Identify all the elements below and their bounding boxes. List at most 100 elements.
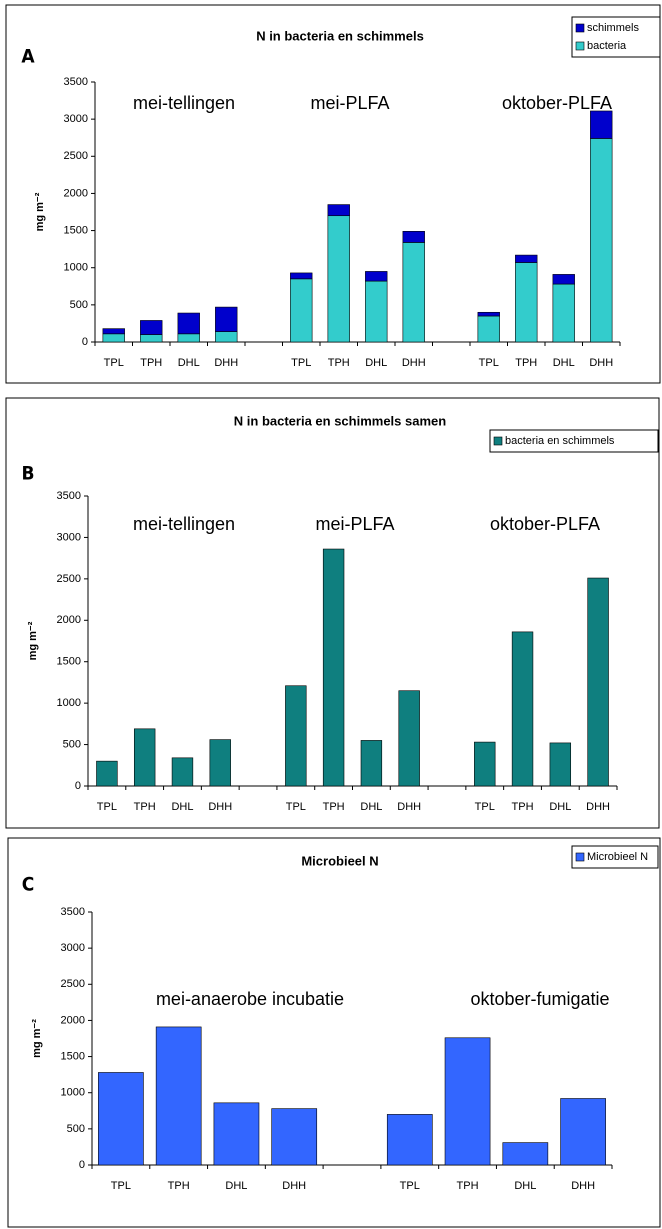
bar [209,739,231,787]
y-tick-label: 500 [67,1123,85,1135]
x-tick-label: TPL [475,801,495,813]
bar [102,333,125,343]
y-tick-label: 1000 [57,697,81,709]
x-tick-label: TPL [111,1180,131,1192]
x-tick-label: TPH [323,801,345,813]
legend-box [489,429,659,453]
x-tick-label: DHL [360,801,382,813]
bar [552,274,575,285]
panel-label: B [21,463,34,485]
x-tick-label: DHL [171,801,193,813]
y-tick-label: 2500 [64,150,88,162]
panel-border [7,837,661,1228]
bar [365,271,388,282]
bar [285,685,307,787]
chart-title: N in bacteria en schimmels [256,28,424,43]
panel-border [5,4,661,384]
y-tick-label: 500 [63,738,81,750]
bar [502,1142,549,1166]
bar [474,741,496,787]
legend-label: bacteria [587,40,627,52]
annotation: mei-tellingen [133,514,235,534]
y-tick-label: 0 [82,336,88,348]
bar [140,320,163,335]
x-tick-label: DHH [282,1180,306,1192]
x-tick-label: TPH [140,357,162,369]
y-tick-label: 3500 [64,76,88,88]
y-tick-label: 2500 [57,573,81,585]
x-tick-label: DHH [402,357,426,369]
bar [322,548,345,787]
y-tick-label: 3000 [57,531,81,543]
legend-label: Microbieel N [587,851,648,863]
bar [171,757,194,787]
x-tick-label: DHH [214,357,238,369]
bar [590,110,613,139]
y-tick-label: 3000 [61,942,85,954]
x-tick-label: TPL [104,357,124,369]
bar [402,231,425,243]
y-axis-label: mg m⁻² [34,192,46,231]
bar [511,631,534,787]
bar [177,333,200,343]
y-tick-label: 2000 [61,1014,85,1026]
bar [360,740,383,787]
y-axis-label: mg m⁻² [27,621,39,660]
x-tick-label: DHL [549,801,571,813]
bar [365,280,388,343]
legend-label: bacteria en schimmels [505,435,615,447]
bar [552,283,575,343]
legend-swatch [575,852,585,862]
bar [215,306,238,332]
bar [515,262,538,343]
bar [133,728,156,787]
legend-swatch [493,436,503,446]
bar [96,760,118,787]
x-tick-label: TPH [328,357,350,369]
bar [177,312,200,335]
bar [477,311,500,317]
x-tick-label: TPL [291,357,311,369]
legend-box [571,16,661,58]
bar [215,331,238,343]
x-tick-label: TPL [97,801,117,813]
bar [155,1026,202,1166]
legend-box [571,845,659,869]
bar [515,254,538,263]
chart-title: Microbieel N [301,853,378,868]
bar [402,242,425,343]
x-tick-label: TPL [479,357,499,369]
panel-label: C [22,874,35,896]
annotation: oktober-PLFA [490,514,600,534]
bar [271,1108,318,1166]
chart-title: N in bacteria en schimmels samen [234,413,446,428]
y-tick-label: 1500 [57,656,81,668]
y-axis-label: mg m⁻² [31,1019,43,1058]
x-tick-label: DHL [514,1180,536,1192]
bar [327,204,350,217]
y-tick-label: 1000 [61,1087,85,1099]
x-tick-label: TPH [134,801,156,813]
annotation: mei-anaerobe incubatie [156,989,344,1009]
bar [213,1102,260,1166]
bar [327,215,350,343]
x-tick-label: DHH [571,1180,595,1192]
y-tick-label: 0 [75,780,81,792]
bar [102,328,125,335]
bar [290,278,313,343]
annotation: mei-PLFA [315,514,394,534]
x-tick-label: DHH [586,801,610,813]
bar [398,690,420,787]
bar [590,138,613,343]
x-tick-label: TPL [286,801,306,813]
bar [386,1114,433,1166]
bar [444,1037,491,1166]
legend-swatch [575,41,585,51]
annotation: mei-tellingen [133,93,235,113]
panel-border [5,397,660,829]
y-tick-label: 3500 [61,906,85,918]
bar [560,1098,606,1166]
y-tick-label: 2000 [57,614,81,626]
x-tick-label: TPL [400,1180,420,1192]
